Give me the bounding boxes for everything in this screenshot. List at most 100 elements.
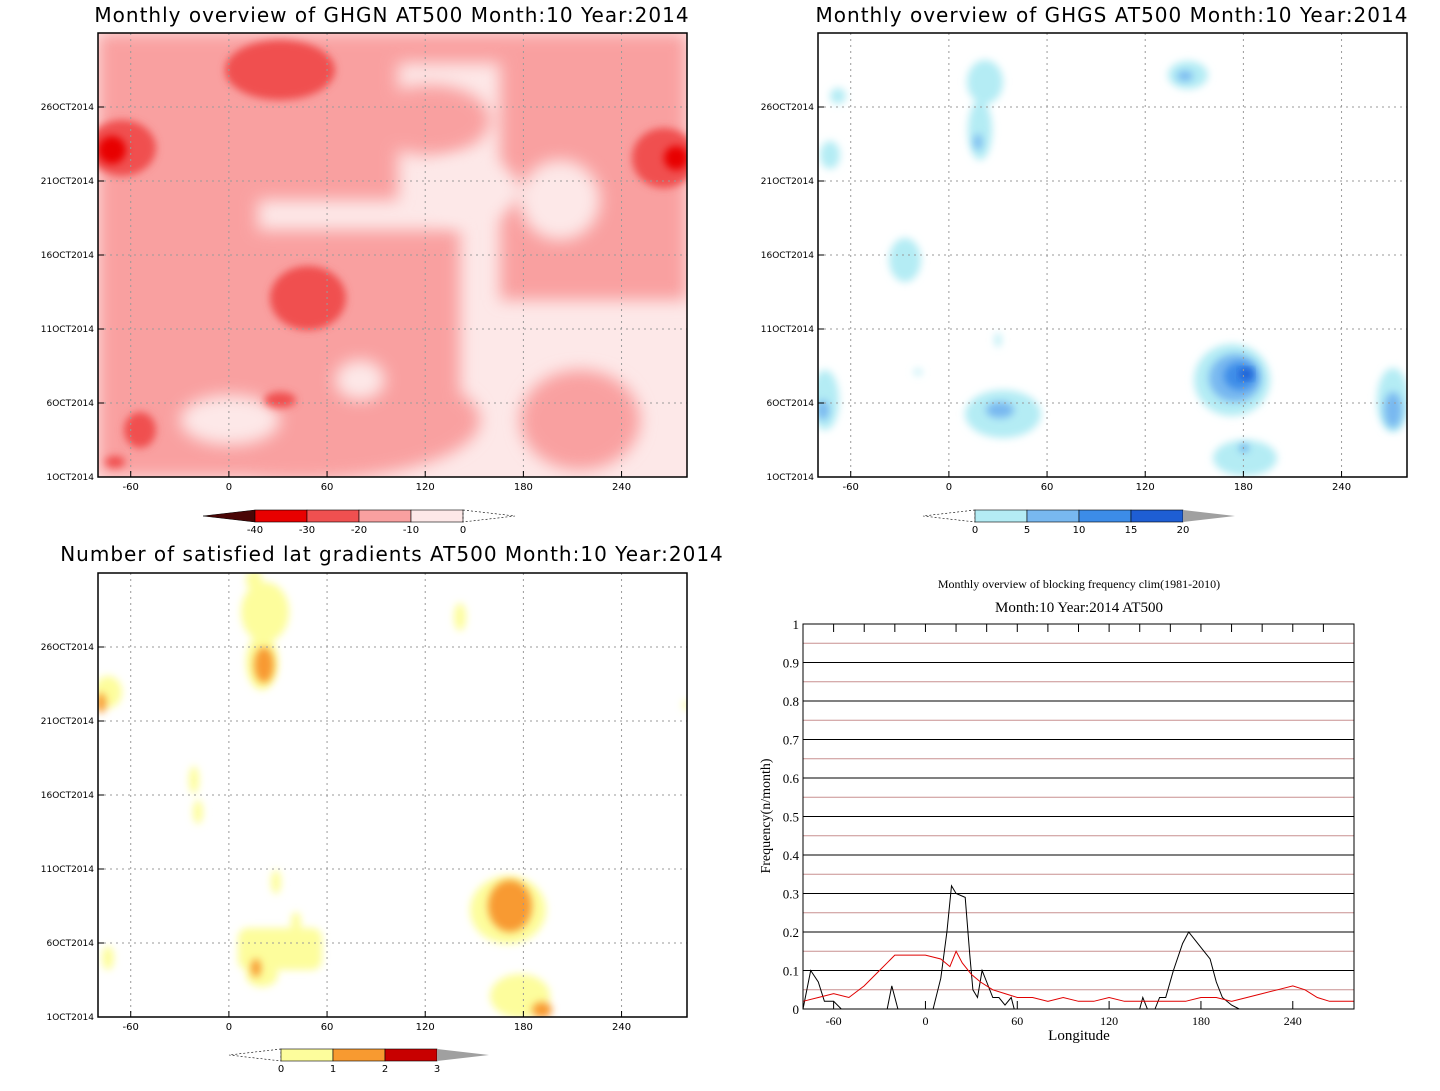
colorbar-label: 1 [330, 1064, 336, 1075]
panel-ghgn: Monthly overview of GHGN AT500 Month:10 … [41, 3, 689, 536]
y-tick-label: 1OCT2014 [767, 473, 815, 483]
colorbar-label: 10 [1073, 525, 1086, 536]
colorbar-box [358, 509, 412, 523]
y-tick-label: 6OCT2014 [767, 399, 815, 409]
y-tick-label: 6OCT2014 [47, 399, 95, 409]
panel-ghgn-field [98, 33, 687, 477]
x-tick-label: -60 [843, 482, 859, 493]
y-tick-label: 11OCT2014 [41, 325, 94, 335]
panel-ghgn-colorbar: -40 -30 -20 -10 0 [202, 509, 516, 536]
colorbar-box [1130, 509, 1184, 523]
x-tick-label: -60 [826, 1014, 842, 1028]
y-tick-label: 0 [793, 1002, 800, 1017]
x-tick-label: 60 [321, 482, 334, 493]
x-tick-label: -60 [123, 1022, 139, 1033]
y-tick-label: 0.5 [783, 810, 799, 825]
colorbar-label: 15 [1125, 525, 1138, 536]
x-tick-label: 180 [1192, 1014, 1210, 1028]
panel-lat-gradients-colorbar: 0 1 2 3 [228, 1048, 489, 1075]
panel-ghgn-gridlines [98, 33, 687, 478]
colorbar-label: -40 [247, 525, 263, 536]
y-tick-label: 26OCT2014 [761, 103, 814, 113]
y-tick-label: 0.4 [783, 848, 800, 863]
x-tick-label: 60 [1041, 482, 1054, 493]
plot-frame [802, 623, 1355, 1010]
colorbar-triangle-high [1183, 510, 1235, 522]
y-tick-label: 26OCT2014 [41, 643, 94, 653]
colorbar-box [306, 509, 360, 523]
y-tick-label: 1OCT2014 [47, 1013, 95, 1023]
colorbar-triangle-low [922, 509, 976, 523]
panel-lat-gradients-gridlines [98, 573, 687, 1018]
series-line-black [802, 884, 1240, 1010]
colorbar-box [974, 509, 1028, 523]
y-tick-label: 1OCT2014 [47, 473, 95, 483]
y-tick-label: 16OCT2014 [41, 791, 94, 801]
colorbar-box [280, 1048, 334, 1062]
y-tick-label: 16OCT2014 [41, 251, 94, 261]
y-tick-label: 16OCT2014 [761, 251, 814, 261]
x-tick-label: 0 [922, 1014, 928, 1028]
x-tick-label: 0 [946, 482, 952, 493]
colorbar-label: -20 [351, 525, 367, 536]
x-tick-label: 240 [612, 482, 631, 493]
x-tick-label: 120 [1136, 482, 1155, 493]
colorbar-label: -30 [299, 525, 315, 536]
x-tick-label: 240 [612, 1022, 631, 1033]
panel-blocking-xlabel: Longitude [1048, 1028, 1110, 1044]
x-tick-label: 180 [514, 482, 533, 493]
x-tick-label: 120 [1100, 1014, 1118, 1028]
panel-ghgs-gridlines [818, 33, 1407, 478]
x-tick-label: 120 [416, 1022, 435, 1033]
colorbar-triangle-high [437, 1049, 489, 1061]
y-tick-label: 11OCT2014 [41, 865, 94, 875]
y-tick-label: 21OCT2014 [41, 177, 94, 187]
x-tick-label: 0 [226, 1022, 232, 1033]
panel-lat-gradients: Number of satisfied lat gradients AT500 … [41, 542, 723, 1075]
y-tick-label: 26OCT2014 [41, 103, 94, 113]
panel-lat-gradients-field [98, 573, 687, 1017]
colorbar-box [384, 1048, 438, 1062]
y-tick-label: 0.2 [783, 925, 799, 940]
colorbar-label: 5 [1024, 525, 1030, 536]
colorbar-box [332, 1048, 386, 1062]
colorbar-box [410, 509, 464, 523]
y-tick-label: 6OCT2014 [47, 939, 95, 949]
panel-blocking-title: Monthly overview of blocking frequency c… [938, 577, 1220, 591]
y-tick-label: 0.6 [783, 771, 800, 786]
panel-blocking-ylabel: Frequency(n/month) [759, 758, 774, 873]
x-tick-label: -60 [123, 482, 139, 493]
x-tick-label: 240 [1284, 1014, 1302, 1028]
colorbar-label: 0 [972, 525, 978, 536]
y-tick-label: 0.7 [783, 733, 800, 748]
panel-ghgs-field [818, 33, 1407, 477]
colorbar-box [1026, 509, 1080, 523]
x-tick-label: 60 [1011, 1014, 1023, 1028]
x-tick-label: 180 [1234, 482, 1253, 493]
colorbar-box [254, 509, 308, 523]
series-line-red [802, 950, 1354, 1002]
y-tick-label: 0.9 [783, 656, 799, 671]
y-tick-label: 21OCT2014 [41, 717, 94, 727]
panel-blocking-frequency: Monthly overview of blocking frequency c… [759, 577, 1355, 1044]
colorbar-box [1078, 509, 1132, 523]
colorbar-triangle-high [462, 509, 516, 523]
colorbar-label: 0 [278, 1064, 284, 1075]
panel-ghgn-title: Monthly overview of GHGN AT500 Month:10 … [94, 3, 689, 27]
panel-ghgs: Monthly overview of GHGS AT500 Month:10 … [761, 3, 1409, 536]
colorbar-label: 0 [460, 525, 466, 536]
x-tick-label: 180 [514, 1022, 533, 1033]
x-tick-label: 120 [416, 482, 435, 493]
x-tick-label: 240 [1332, 482, 1351, 493]
y-tick-label: 0.1 [783, 964, 799, 979]
panel-blocking-plot: 0 0.1 0.2 0.3 0.4 0.5 0.6 0.7 0.8 0.9 1 -60 0 60 120 18… [783, 617, 1355, 1028]
panel-ghgs-colorbar: 0 5 10 15 20 [922, 509, 1235, 536]
colorbar-label: 3 [434, 1064, 440, 1075]
panel-blocking-subtitle: Month:10 Year:2014 AT500 [995, 600, 1163, 616]
panel-ghgs-title: Monthly overview of GHGS AT500 Month:10 … [816, 3, 1409, 27]
y-tick-label: 21OCT2014 [761, 177, 814, 187]
colorbar-label: 2 [382, 1064, 388, 1075]
x-tick-label: 60 [321, 1022, 334, 1033]
colorbar-label: 20 [1177, 525, 1190, 536]
